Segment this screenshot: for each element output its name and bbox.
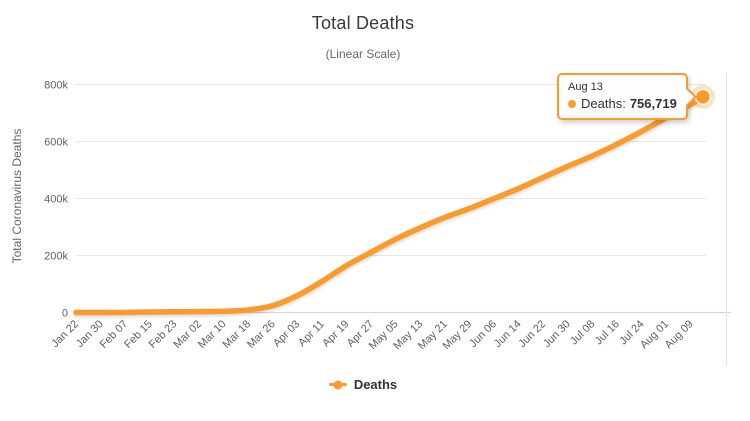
y-tick-label: 200k — [44, 251, 68, 263]
y-tick-label: 800k — [44, 80, 68, 92]
x-tick-label: Jul 16 — [593, 318, 622, 347]
y-tick-label: 400k — [44, 194, 68, 206]
tooltip-value: 756,719 — [629, 96, 677, 111]
x-tick-label: Apr 19 — [320, 318, 351, 349]
y-tick-label: 600k — [44, 137, 68, 149]
legend-label: Deaths — [353, 377, 398, 392]
tooltip-series-label: Deaths: — [581, 96, 626, 111]
point-marker[interactable] — [694, 88, 712, 106]
tooltip-row: Deaths: 756,719 — [568, 96, 677, 111]
deaths-series-line[interactable] — [73, 94, 706, 316]
chart-subtitle: (Linear Scale) — [325, 47, 401, 61]
y-tick-label: 0 — [62, 308, 68, 320]
tooltip: Aug 13 Deaths: 756,719 — [557, 73, 697, 120]
tooltip-date: Aug 13 — [568, 81, 603, 93]
series-bullet-icon — [568, 99, 576, 108]
chart-title: Total Deaths — [311, 13, 415, 33]
x-tick-label: Apr 03 — [271, 318, 302, 349]
legend-dot-icon — [333, 380, 343, 389]
legend-item-deaths[interactable]: Deaths — [0, 377, 726, 392]
x-tick-label: Jun 30 — [541, 318, 573, 350]
x-tick-label: Jul 08 — [568, 318, 597, 347]
legend-line-marker-icon — [328, 380, 347, 389]
x-tick-label: Mar 26 — [245, 318, 278, 351]
